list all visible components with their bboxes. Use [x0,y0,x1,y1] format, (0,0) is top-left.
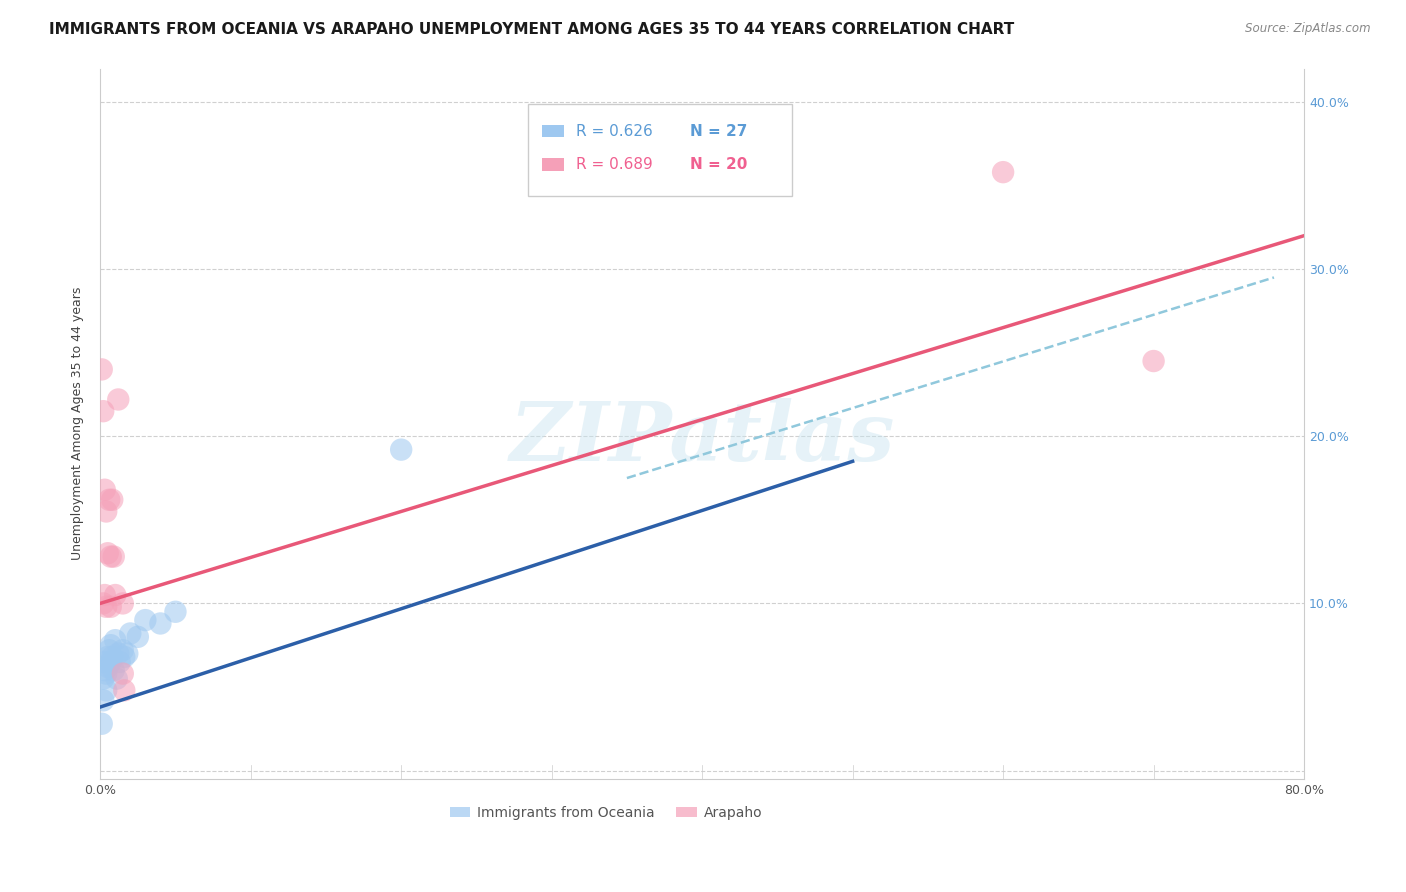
Point [165,605,187,619]
Point [97,649,120,664]
Point [97,546,120,560]
Point [108,655,131,669]
Point [111,643,134,657]
Point [97,660,120,674]
Point [90,362,112,376]
Point [101,649,124,664]
Point [134,613,156,627]
Point [104,588,127,602]
Text: ZIPatlas: ZIPatlas [509,398,894,478]
Point [91,404,114,418]
Point [100,599,122,614]
Text: N = 27: N = 27 [690,123,748,138]
Point [100,549,122,564]
Point [149,616,172,631]
Legend: Immigrants from Oceania, Arapaho: Immigrants from Oceania, Arapaho [444,800,768,825]
Point [112,649,135,664]
Point [117,647,139,661]
Point [91,596,114,610]
Point [90,716,112,731]
Point [107,647,129,661]
Point [98,643,121,657]
Y-axis label: Unemployment Among Ages 35 to 44 years: Unemployment Among Ages 35 to 44 years [72,287,84,560]
Point [96,666,118,681]
Point [100,638,122,652]
Point [101,492,124,507]
Point [112,683,135,698]
Text: Source: ZipAtlas.com: Source: ZipAtlas.com [1246,22,1371,36]
Text: N = 20: N = 20 [690,157,748,172]
Point [100,655,122,669]
Point [96,504,118,518]
Point [93,663,115,677]
Point [127,630,149,644]
FancyBboxPatch shape [543,125,564,137]
Point [96,683,118,698]
Point [120,626,142,640]
Point [991,165,1014,179]
Point [389,442,412,457]
Point [91,693,114,707]
Point [104,633,127,648]
Point [103,663,125,677]
Point [1142,354,1164,368]
Point [98,492,121,507]
Text: R = 0.626: R = 0.626 [575,123,652,138]
Point [91,672,114,686]
Point [107,392,129,407]
Text: R = 0.689: R = 0.689 [575,157,652,172]
Point [93,483,115,497]
Point [96,599,118,614]
Text: IMMIGRANTS FROM OCEANIA VS ARAPAHO UNEMPLOYMENT AMONG AGES 35 TO 44 YEARS CORREL: IMMIGRANTS FROM OCEANIA VS ARAPAHO UNEMP… [49,22,1015,37]
Point [105,672,128,686]
Point [111,596,134,610]
Point [93,588,115,602]
FancyBboxPatch shape [527,104,793,196]
Point [93,655,115,669]
Point [103,549,125,564]
FancyBboxPatch shape [543,158,564,170]
Point [111,666,134,681]
